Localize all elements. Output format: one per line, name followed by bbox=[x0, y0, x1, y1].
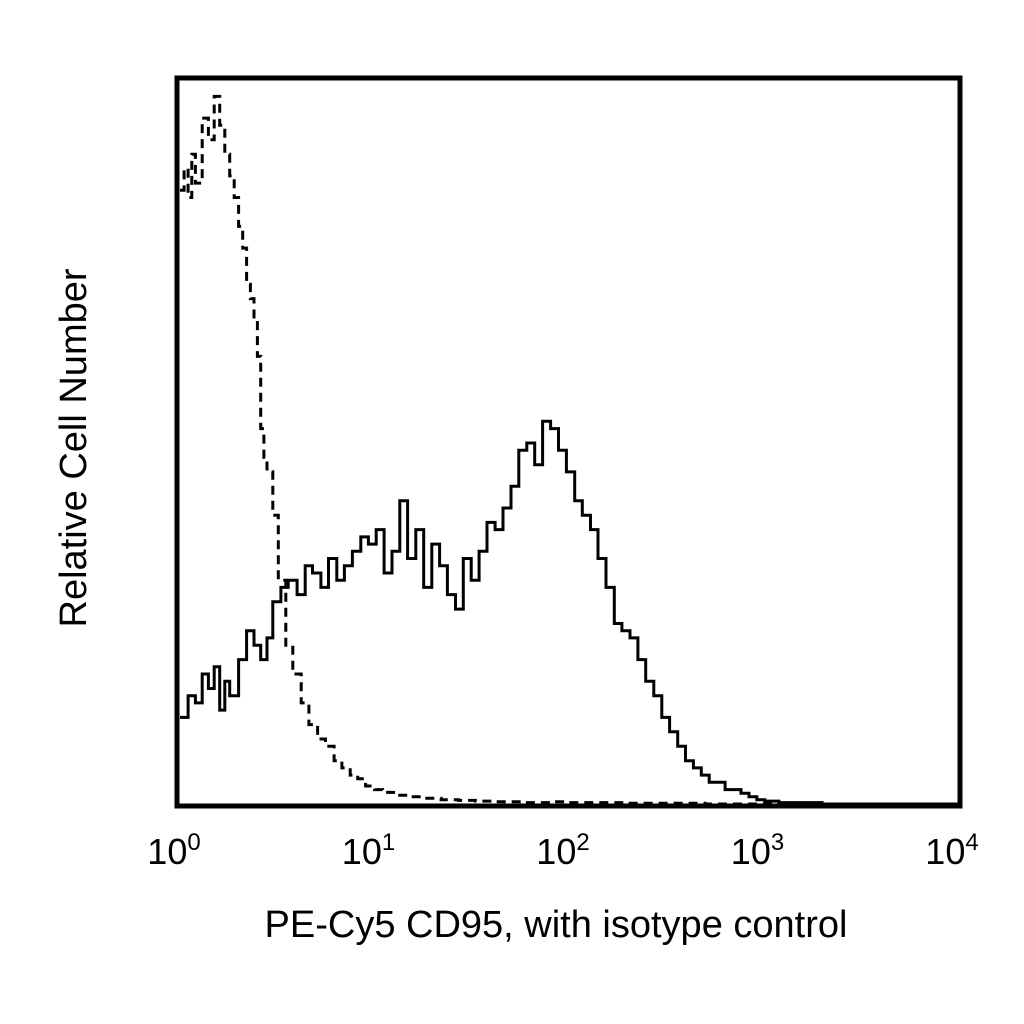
y-axis-title: Relative Cell Number bbox=[53, 268, 95, 627]
cd95-curve bbox=[180, 419, 958, 806]
x-tick-label: 104 bbox=[925, 829, 978, 872]
histogram-curves bbox=[180, 94, 958, 806]
plot-frame bbox=[174, 75, 963, 809]
x-tick-label: 103 bbox=[731, 829, 784, 872]
x-tick-label: 101 bbox=[342, 829, 395, 872]
x-tick-label: 100 bbox=[147, 829, 200, 872]
x-tick-label: 102 bbox=[536, 829, 589, 872]
isotype-control-curve bbox=[180, 94, 958, 806]
x-tick-labels: 100 101 102 103 104 bbox=[147, 829, 978, 872]
x-axis-title: PE-Cy5 CD95, with isotype control bbox=[265, 904, 848, 946]
